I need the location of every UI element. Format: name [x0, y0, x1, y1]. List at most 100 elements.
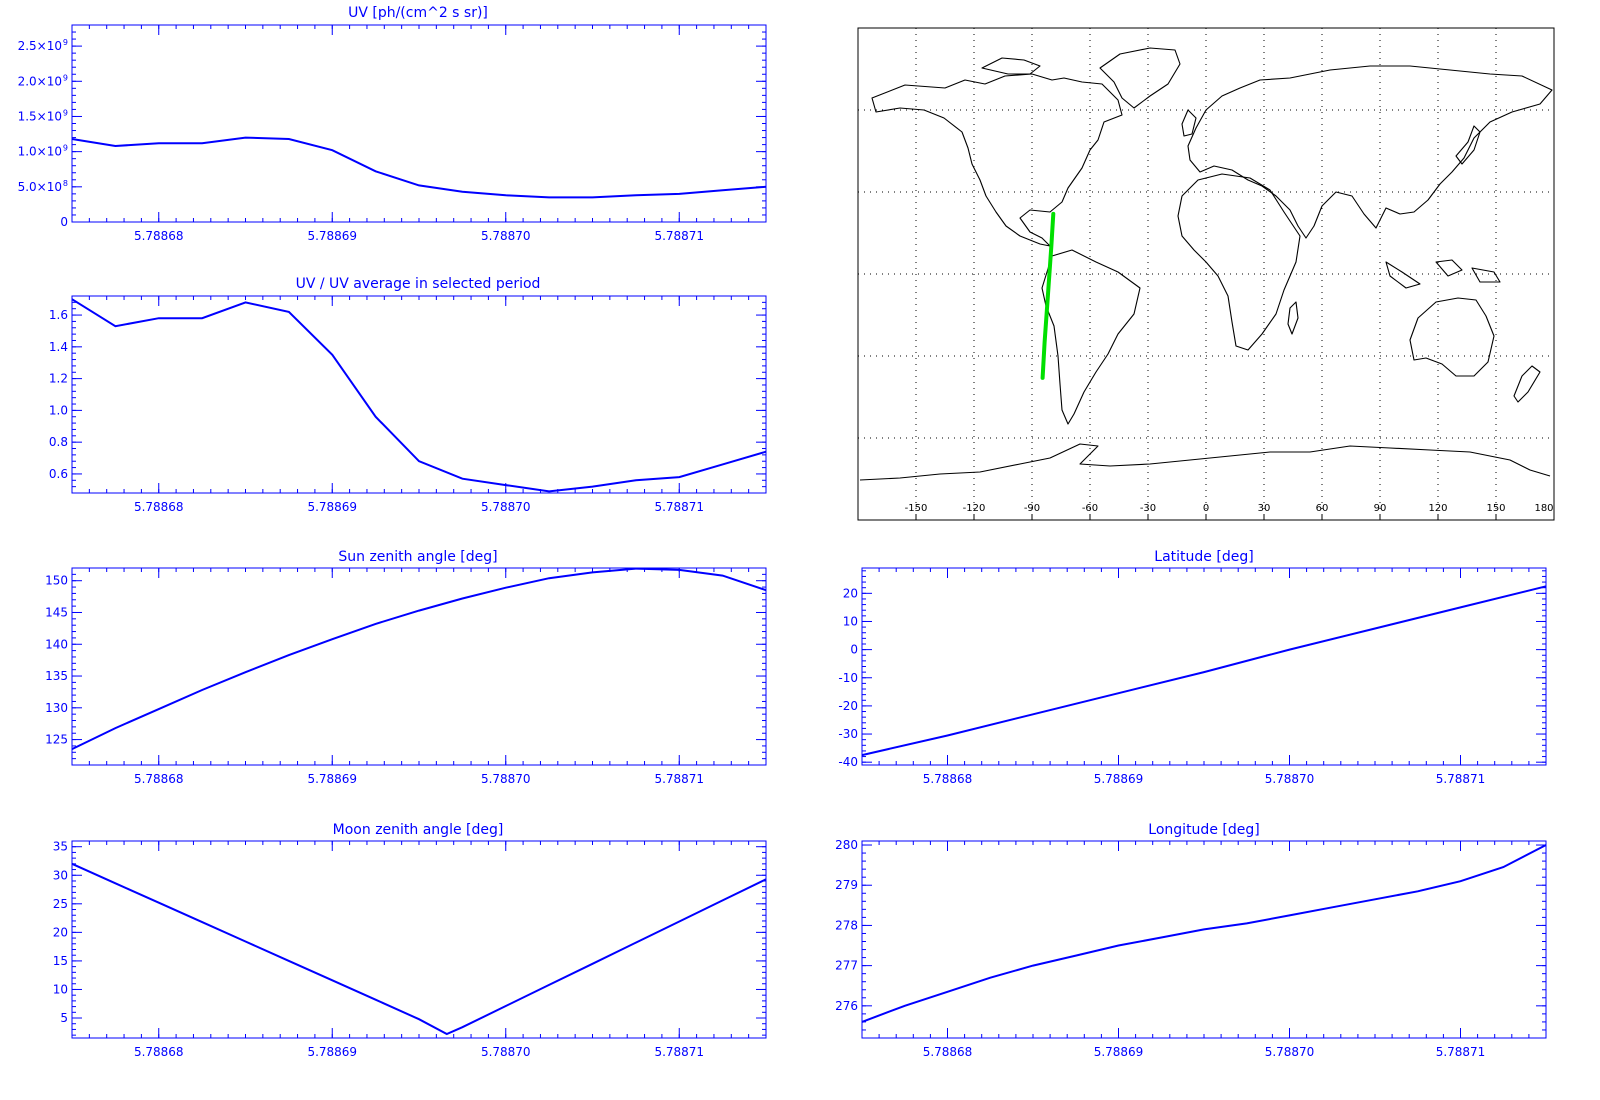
panel-uv: UV [ph/(cm^2 s sr)] 05.0×10 81.0×10 91.5×1…	[18, 5, 767, 243]
y-tick-label: 0	[60, 215, 68, 229]
lat-title: Latitude [deg]	[1154, 549, 1253, 565]
coast-antarctica	[859, 443, 1551, 481]
map-x-tick-label: 60	[1316, 503, 1329, 514]
y-tick-label: -10	[838, 671, 858, 685]
x-tick-label: 5.78868	[134, 229, 184, 243]
x-tick-label: 5.78869	[1094, 772, 1144, 786]
x-tick-label: 5.78869	[307, 229, 357, 243]
ratio-ticks: 0.6 0.8 1.0 1.2 1.4 1.6 5.78868 5.78869 5.78870 5…	[49, 295, 767, 514]
sza-ticks: 125 130 135 140 145 150 5.78868 5.78869 5.78870 5…	[45, 567, 767, 786]
y-tick-exponent: 9	[63, 38, 68, 47]
y-tick-label: 280	[835, 838, 858, 852]
y-tick-label: 140	[45, 637, 68, 651]
y-tick-label: 145	[45, 605, 68, 619]
map-x-tick-label: -150	[905, 503, 928, 514]
x-tick-label: 5.78868	[923, 772, 973, 786]
y-tick-label: 20	[843, 586, 858, 600]
y-tick-label: 15	[53, 954, 68, 968]
map-frame	[857, 27, 1555, 521]
map-x-tick-label: 150	[1486, 503, 1505, 514]
y-tick-label: 279	[835, 878, 858, 892]
y-tick-label: 135	[45, 669, 68, 683]
ratio-line	[71, 298, 767, 493]
x-tick-label: 5.78869	[307, 500, 357, 514]
sza-series	[71, 567, 767, 751]
y-tick-label: 1.0×10	[18, 145, 62, 159]
mza-line	[71, 862, 767, 1036]
map-coastlines	[859, 47, 1553, 481]
coast-indonesia	[1385, 259, 1501, 289]
uv-title: UV [ph/(cm^2 s sr)]	[348, 5, 488, 21]
y-tick-label: 30	[53, 868, 68, 882]
y-tick-label: -20	[838, 699, 858, 713]
y-tick-label: 150	[45, 574, 68, 588]
y-tick-exponent: 9	[63, 73, 68, 82]
panel-ratio: UV / UV average in selected period 0.6 0.…	[49, 276, 767, 514]
uv-line	[71, 136, 767, 199]
lon-line	[861, 844, 1547, 1023]
map-lon-ticks: -150 -120 -90 -60 -30 0 30 60 90 120 150 180	[905, 503, 1555, 520]
map-grid	[858, 28, 1554, 520]
ratio-frame	[71, 295, 767, 494]
panel-sza: Sun zenith angle [deg] 125 130 135 140 145 15…	[45, 549, 767, 786]
mza-frame	[71, 840, 767, 1039]
coast-south-america	[1041, 249, 1141, 425]
sza-line	[71, 567, 767, 751]
y-tick-label: 2.0×10	[18, 74, 62, 88]
ratio-series	[71, 298, 767, 493]
x-tick-label: 5.78870	[1265, 772, 1315, 786]
x-tick-label: 5.78870	[481, 229, 531, 243]
x-tick-label: 5.78868	[134, 1045, 184, 1059]
x-tick-label: 5.78869	[307, 1045, 357, 1059]
panel-mza: Moon zenith angle [deg] 5 10 15 20 25 30 35 5.7…	[53, 822, 767, 1059]
y-tick-label: 130	[45, 701, 68, 715]
y-tick-label: 1.2	[49, 372, 68, 386]
y-tick-exponent: 9	[63, 108, 68, 117]
ratio-title: UV / UV average in selected period	[296, 276, 541, 292]
sza-frame	[71, 567, 767, 766]
y-tick-label: -30	[838, 727, 858, 741]
coast-britain	[1181, 109, 1197, 137]
y-tick-label: 0.8	[49, 435, 68, 449]
coast-greenland	[1099, 47, 1181, 109]
x-tick-label: 5.78871	[654, 500, 704, 514]
y-tick-label: 277	[835, 959, 858, 973]
sza-title: Sun zenith angle [deg]	[338, 549, 497, 565]
y-tick-label: 0	[850, 643, 858, 657]
coast-madagascar	[1287, 301, 1299, 335]
y-tick-label: 20	[53, 925, 68, 939]
y-tick-label: 5	[60, 1011, 68, 1025]
coast-africa	[1177, 173, 1301, 351]
uv-frame	[71, 24, 767, 223]
y-tick-label: 10	[843, 614, 858, 628]
satellite-track	[1040, 211, 1056, 380]
coast-japan	[1455, 125, 1481, 165]
y-tick-label: 1.6	[49, 308, 68, 322]
coast-arctic-islands	[981, 57, 1041, 75]
lon-frame	[861, 840, 1547, 1039]
y-tick-label: 10	[53, 982, 68, 996]
x-tick-label: 5.78868	[134, 500, 184, 514]
map-x-tick-label: 0	[1203, 503, 1209, 514]
y-tick-label: 1.4	[49, 340, 68, 354]
uv-ticks: 05.0×10 81.0×10 91.5×10 92.0×10 92.5×10 95.78…	[18, 24, 767, 243]
y-tick-label: 0.6	[49, 467, 68, 481]
x-tick-label: 5.78868	[134, 772, 184, 786]
x-tick-label: 5.78870	[1265, 1045, 1315, 1059]
lat-series	[861, 585, 1547, 757]
x-tick-label: 5.78871	[654, 229, 704, 243]
map-x-tick-label: 120	[1428, 503, 1447, 514]
lon-title: Longitude [deg]	[1148, 822, 1259, 838]
lat-ticks: -40 -30 -20 -10 0 10 20 5.78868 5.78869 5.78870 5.…	[838, 568, 1547, 786]
x-tick-label: 5.78868	[923, 1045, 973, 1059]
y-tick-label: 1.5×10	[18, 109, 62, 123]
uv-series	[71, 136, 767, 199]
panel-map: -150 -120 -90 -60 -30 0 30 60 90 120 150 180	[857, 27, 1555, 521]
x-tick-label: 5.78870	[481, 772, 531, 786]
map-x-tick-label: -120	[963, 503, 986, 514]
y-tick-label: -40	[838, 755, 858, 769]
y-tick-label: 1.0	[49, 403, 68, 417]
coast-north-america	[871, 73, 1123, 247]
x-tick-label: 5.78869	[1094, 1045, 1144, 1059]
